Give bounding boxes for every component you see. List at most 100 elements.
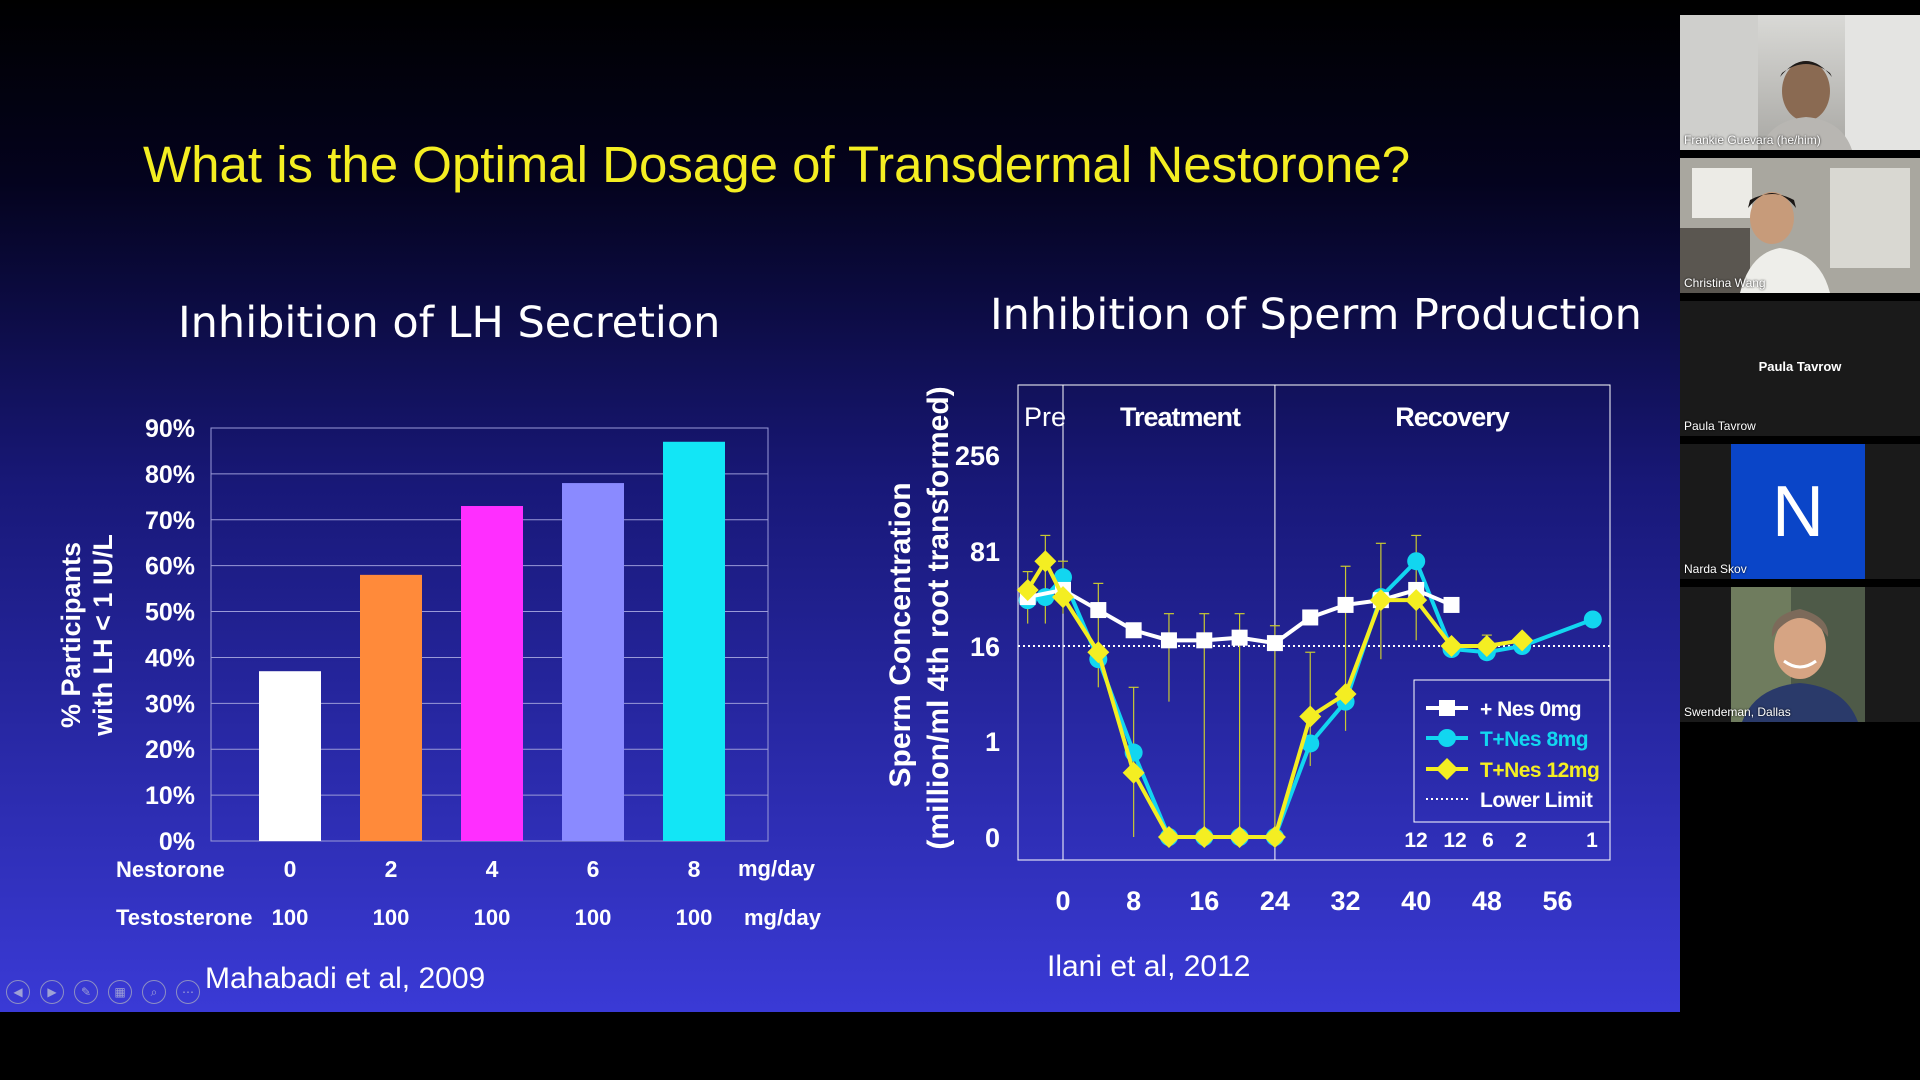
data-point	[1440, 635, 1463, 657]
y-tick-label: 10%	[145, 782, 195, 810]
series-diamond	[1016, 550, 1534, 848]
participant-tile[interactable]: N Narda Skov	[1680, 444, 1920, 579]
participant-tile[interactable]: Paula Tavrow Paula Tavrow	[1680, 301, 1920, 436]
data-point	[1157, 826, 1180, 848]
data-point	[1436, 758, 1458, 780]
previous-slide-icon[interactable]: ◀	[6, 980, 30, 1004]
nestorone-dose-label: 0	[284, 856, 297, 882]
lh-chart-subtitle: Inhibition of LH Secretion	[178, 298, 721, 348]
sample-count-label: 2	[1515, 829, 1527, 852]
data-point	[1334, 682, 1357, 705]
data-point	[1052, 586, 1074, 609]
y-axis-label: Sperm Concentration	[884, 482, 917, 787]
sperm-citation: Ilani et al, 2012	[1047, 950, 1251, 983]
legend-label: T+Nes 12mg	[1480, 759, 1599, 782]
pen-icon[interactable]: ✎	[74, 980, 98, 1004]
data-point	[1405, 589, 1428, 612]
legend-box	[1413, 679, 1611, 823]
y-tick-label: 50%	[145, 599, 195, 627]
data-point	[1475, 635, 1498, 657]
data-point	[1231, 629, 1248, 646]
lh-bar-chart: 0% 10% 20% 30% 40% 50% 60% 70% 80% 90% 0 100 2 100 4 10…	[56, 415, 822, 930]
next-slide-icon[interactable]: ▶	[40, 980, 64, 1004]
zoom-icon[interactable]: ⌕	[142, 980, 166, 1004]
participant-tile[interactable]: Frankie Guevara (he/him)	[1680, 15, 1920, 150]
x-tick-label: 56	[1542, 886, 1572, 916]
participant-video	[1731, 587, 1865, 722]
participant-name: Narda Skov	[1684, 562, 1747, 576]
testosterone-dose-label: 100	[474, 905, 511, 930]
data-point	[1337, 596, 1354, 613]
data-point	[1266, 635, 1283, 652]
x-tick-label: 32	[1331, 886, 1361, 916]
lh-citation: Mahabadi et al, 2009	[205, 962, 486, 995]
bar	[663, 441, 725, 841]
y-axis-label: (million/ml 4th root transformed)	[922, 386, 955, 849]
x-tick-label: 0	[1055, 886, 1070, 916]
y-tick-label: 1	[985, 727, 1000, 757]
participant-name: Swendeman, Dallas	[1684, 705, 1791, 719]
legend-label: Lower Limit	[1480, 789, 1593, 812]
avatar-initial: N	[1772, 471, 1824, 552]
y-axis-label: with LH < 1 IU/L	[88, 534, 118, 737]
data-point	[1302, 609, 1319, 626]
testosterone-dose-label: 100	[272, 905, 309, 930]
data-point	[1087, 641, 1110, 664]
nestorone-dose-label: 2	[385, 856, 398, 882]
testosterone-dose-label: 100	[676, 905, 713, 930]
y-tick-label: 60%	[145, 553, 195, 581]
bar	[259, 671, 321, 841]
data-point	[1193, 826, 1216, 848]
nestorone-dose-label: 6	[587, 856, 600, 882]
presentation-slide: What is the Optimal Dosage of Transderma…	[0, 0, 1680, 1012]
data-point	[1263, 826, 1286, 848]
y-tick-label: 40%	[145, 644, 195, 672]
participant-name: Frankie Guevara (he/him)	[1684, 133, 1821, 147]
participant-tile[interactable]: Christina Wang	[1680, 158, 1920, 293]
data-point	[1034, 550, 1057, 573]
y-tick-label: 30%	[145, 690, 195, 718]
more-options-icon[interactable]: ⋯	[176, 980, 200, 1004]
y-tick-label: 70%	[145, 507, 195, 535]
data-point	[1511, 629, 1534, 652]
participant-display-name: Paula Tavrow	[1758, 359, 1842, 374]
data-point	[1196, 632, 1213, 649]
series-line	[1025, 557, 1523, 839]
data-point	[1122, 761, 1145, 784]
participant-name: Christina Wang	[1684, 276, 1766, 290]
data-point	[1443, 596, 1460, 613]
x-tick-label: 16	[1189, 886, 1219, 916]
y-axis-label: % Participants	[56, 542, 86, 728]
sample-count-label: 12	[1404, 829, 1427, 852]
data-point	[1228, 826, 1251, 848]
data-point	[1439, 700, 1455, 716]
participant-name: Paula Tavrow	[1684, 419, 1756, 433]
testosterone-dose-label: 100	[575, 905, 612, 930]
testosterone-row-label: Testosterone	[116, 905, 253, 930]
data-point	[1299, 705, 1322, 728]
bar	[360, 574, 422, 841]
slides-grid-icon[interactable]: ▦	[108, 980, 132, 1004]
data-point	[1583, 610, 1602, 629]
x-tick-label: 48	[1472, 886, 1502, 916]
data-point	[1369, 589, 1392, 612]
legend: + Nes 0mg T+Nes 8mg T+Nes 12mg Lower Limit	[1413, 679, 1611, 823]
data-point	[1438, 729, 1456, 747]
x-tick-label: 8	[1126, 886, 1141, 916]
data-point	[1125, 622, 1142, 639]
data-point	[1016, 578, 1039, 601]
legend-label: + Nes 0mg	[1480, 698, 1581, 721]
plot-frame	[1017, 384, 1611, 861]
nestorone-dose-label: 4	[486, 856, 499, 882]
bar	[461, 506, 523, 841]
testosterone-unit-label: mg/day	[744, 905, 822, 930]
sperm-chart-subtitle: Inhibition of Sperm Production	[990, 290, 1642, 340]
x-tick-label: 40	[1401, 886, 1431, 916]
y-tick-label: 80%	[145, 461, 195, 489]
sample-count-label: 12	[1443, 829, 1466, 852]
testosterone-dose-label: 100	[373, 905, 410, 930]
sample-count-label: 6	[1482, 829, 1494, 852]
legend-label: T+Nes 8mg	[1480, 728, 1588, 751]
participant-tile[interactable]: Swendeman, Dallas	[1680, 587, 1920, 722]
